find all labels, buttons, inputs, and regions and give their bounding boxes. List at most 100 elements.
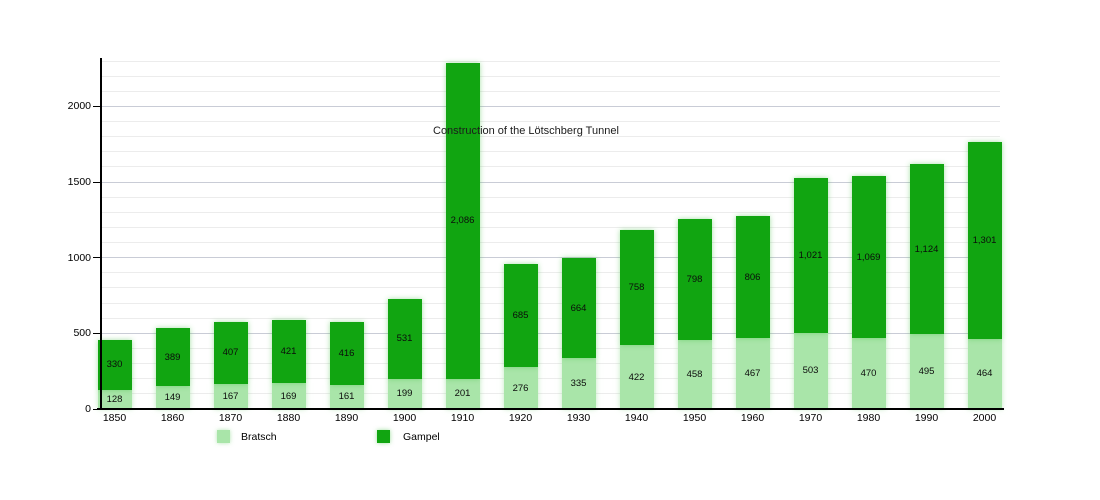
bar-label-1990-bratsch: 495 <box>918 366 935 378</box>
gridline-minor-1400 <box>100 196 1000 198</box>
gridline-minor-1700 <box>100 151 1000 153</box>
y-tick-label-1000: 1000 <box>67 251 91 264</box>
gridline-minor-1300 <box>100 211 1000 213</box>
bar-label-1860-gampel: 389 <box>164 351 181 363</box>
bar-label-1990-gampel: 1,124 <box>914 243 939 255</box>
gridline-minor-1600 <box>100 166 1000 168</box>
bar-label-1850-bratsch: 128 <box>106 393 123 405</box>
bar-label-1940-bratsch: 422 <box>628 371 645 383</box>
legend-swatch-gampel <box>377 430 390 443</box>
x-tick-label-1960: 1960 <box>740 412 765 424</box>
y-tick-label-2000: 2000 <box>67 100 91 113</box>
x-tick-label-1970: 1970 <box>798 412 823 424</box>
bar-label-1890-bratsch: 161 <box>338 391 355 403</box>
plot-area: 128 330 149 389 167 407 169 421 161 416 199 531 201 2… <box>97 60 1002 409</box>
bar-1990-bratsch: 495 <box>909 334 944 409</box>
bar-1980-bratsch: 470 <box>851 337 886 409</box>
bar-1940-gampel: 758 <box>619 230 654 346</box>
bar-1860-bratsch: 149 <box>155 386 190 409</box>
gridline-minor-2200 <box>100 75 1000 77</box>
x-tick-label-1980: 1980 <box>856 412 881 424</box>
bar-label-1910-bratsch: 201 <box>454 388 471 400</box>
gridline-minor-200 <box>100 378 1000 380</box>
bar-1950-gampel: 798 <box>677 218 712 340</box>
bar-1990-gampel: 1,124 <box>909 164 944 335</box>
legend-item-bratsch: Bratsch <box>217 430 277 443</box>
gridline-major-1000 <box>100 257 1000 259</box>
bar-1920-bratsch: 276 <box>503 367 538 409</box>
x-tick-label-1860: 1860 <box>160 412 185 424</box>
bar-1900-gampel: 531 <box>387 298 422 379</box>
bar-1870-gampel: 407 <box>213 322 248 384</box>
x-tick-label-1930: 1930 <box>566 412 591 424</box>
bar-1960-gampel: 806 <box>735 216 770 339</box>
x-tick-label-1990: 1990 <box>914 412 939 424</box>
bar-label-1850-gampel: 330 <box>106 359 123 371</box>
gridline-minor-1800 <box>100 136 1000 138</box>
bar-label-1910-gampel: 2,086 <box>450 215 475 227</box>
y-axis-line <box>100 58 102 409</box>
gridline-minor-700 <box>100 302 1000 304</box>
gridline-minor-100 <box>100 393 1000 395</box>
bar-label-1870-gampel: 407 <box>222 347 239 359</box>
bar-1930-gampel: 664 <box>561 257 596 359</box>
bar-1880-gampel: 421 <box>271 319 306 384</box>
gridline-major-1500 <box>100 181 1000 183</box>
bar-label-1880-gampel: 421 <box>280 346 297 358</box>
x-tick-label-1910: 1910 <box>450 412 475 424</box>
x-tick-label-1900: 1900 <box>392 412 417 424</box>
bar-label-1880-bratsch: 169 <box>280 390 297 402</box>
bar-1870-bratsch: 167 <box>213 383 248 409</box>
gridline-minor-1200 <box>100 226 1000 228</box>
bar-label-2000-gampel: 1,301 <box>972 234 997 246</box>
gridline-minor-400 <box>100 347 1000 349</box>
y-tick-1000 <box>93 257 100 259</box>
bar-2000-gampel: 1,301 <box>967 141 1002 339</box>
bar-label-1970-bratsch: 503 <box>802 365 819 377</box>
gridline-minor-2300 <box>100 60 1000 62</box>
bar-1910-bratsch: 201 <box>445 378 480 409</box>
bar-1850-gampel: 330 <box>97 339 132 390</box>
bar-1940-bratsch: 422 <box>619 345 654 409</box>
bar-1880-bratsch: 169 <box>271 383 306 409</box>
x-tick-label-1920: 1920 <box>508 412 533 424</box>
x-tick-label-1950: 1950 <box>682 412 707 424</box>
bar-label-1960-gampel: 806 <box>744 271 761 283</box>
gridline-minor-300 <box>100 363 1000 365</box>
bar-label-1930-gampel: 664 <box>570 302 587 314</box>
gridline-minor-1900 <box>100 121 1000 123</box>
gridline-minor-600 <box>100 317 1000 319</box>
y-tick-label-1500: 1500 <box>67 176 91 189</box>
bar-label-1980-gampel: 1,069 <box>856 251 881 263</box>
x-tick-label-1850: 1850 <box>102 412 127 424</box>
bar-label-1920-gampel: 685 <box>512 309 529 321</box>
legend-swatch-bratsch <box>217 430 230 443</box>
bar-1930-bratsch: 335 <box>561 358 596 409</box>
gridline-major-500 <box>100 332 1000 334</box>
bar-1850-bratsch: 128 <box>97 389 132 409</box>
bar-label-1900-gampel: 531 <box>396 333 413 345</box>
bar-1980-gampel: 1,069 <box>851 176 886 338</box>
x-tick-label-1890: 1890 <box>334 412 359 424</box>
legend-item-gampel: Gampel <box>377 430 440 443</box>
bar-label-1960-bratsch: 467 <box>744 368 761 380</box>
y-tick-500 <box>93 332 100 334</box>
bar-label-1950-gampel: 798 <box>686 273 703 285</box>
bar-label-1860-bratsch: 149 <box>164 392 181 404</box>
bar-label-1970-gampel: 1,021 <box>798 250 823 262</box>
legend-label-gampel: Gampel <box>403 430 440 443</box>
x-tick-label-2000: 2000 <box>972 412 997 424</box>
gridline-minor-2100 <box>100 90 1000 92</box>
gridline-minor-1100 <box>100 242 1000 244</box>
y-tick-1500 <box>93 181 100 183</box>
legend-label-bratsch: Bratsch <box>241 430 277 443</box>
bar-label-1900-bratsch: 199 <box>396 388 413 400</box>
bar-1970-gampel: 1,021 <box>793 178 828 333</box>
gridline-minor-800 <box>100 287 1000 289</box>
bar-label-1930-bratsch: 335 <box>570 378 587 390</box>
bar-1960-bratsch: 467 <box>735 338 770 409</box>
bar-1920-gampel: 685 <box>503 263 538 368</box>
bar-2000-bratsch: 464 <box>967 338 1002 409</box>
bar-1910-gampel: 2,086 <box>445 62 480 379</box>
